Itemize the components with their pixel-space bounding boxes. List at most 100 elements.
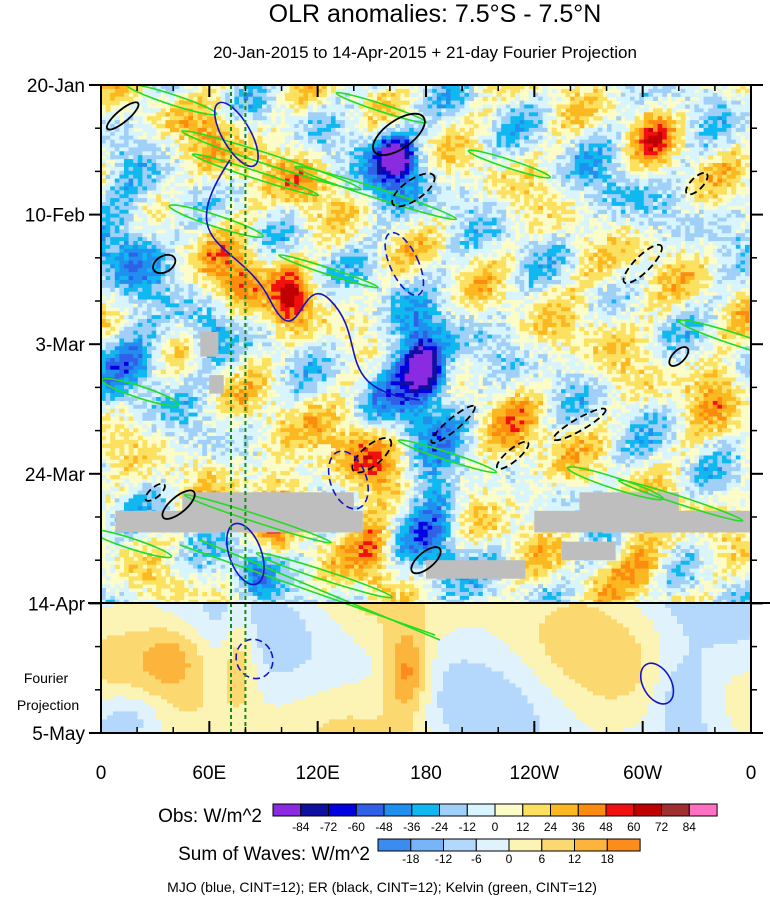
- obs-cell: [497, 233, 502, 237]
- obs-cell: [681, 194, 686, 198]
- obs-cell: [602, 147, 607, 151]
- obs-cell: [625, 116, 630, 120]
- obs-cell: [713, 171, 718, 175]
- obs-cell: [699, 229, 704, 233]
- obs-cell: [593, 89, 598, 93]
- obs-cell: [460, 163, 465, 167]
- obs-cell: [644, 93, 649, 97]
- obs-cell: [340, 124, 345, 128]
- obs-cell: [722, 136, 727, 140]
- obs-cell: [685, 233, 690, 237]
- obs-cell: [170, 241, 175, 245]
- obs-cell: [713, 128, 718, 132]
- obs-cell: [644, 183, 649, 187]
- obs-cell: [713, 229, 718, 233]
- obs-cell: [639, 186, 644, 190]
- obs-cell: [239, 105, 244, 109]
- obs-cell: [124, 163, 129, 167]
- obs-cell: [736, 105, 741, 109]
- obs-cell: [561, 237, 566, 241]
- obs-cell: [607, 198, 612, 202]
- obs-cell: [731, 147, 736, 151]
- obs-cell: [377, 229, 382, 233]
- obs-cell: [188, 105, 193, 109]
- obs-cell: [253, 124, 258, 128]
- obs-cell: [294, 124, 299, 128]
- obs-cell: [179, 229, 184, 233]
- obs-cell: [331, 218, 336, 222]
- obs-cell: [667, 202, 672, 206]
- obs-cell: [225, 93, 230, 97]
- obs-cell: [211, 206, 216, 210]
- obs-cell: [602, 245, 607, 249]
- obs-cell: [119, 151, 124, 155]
- obs-cell: [561, 124, 566, 128]
- obs-cell: [156, 241, 161, 245]
- obs-cell: [395, 144, 400, 148]
- obs-cell: [497, 206, 502, 210]
- obs-cell: [616, 206, 621, 210]
- obs-cell: [676, 194, 681, 198]
- obs-cell: [717, 163, 722, 167]
- obs-cell: [354, 159, 359, 163]
- obs-cell: [699, 163, 704, 167]
- obs-cell: [115, 253, 120, 257]
- obs-cell: [418, 229, 423, 233]
- obs-cell: [533, 116, 538, 120]
- obs-cell: [713, 194, 718, 198]
- obs-cell: [138, 151, 143, 155]
- obs-cell: [584, 140, 589, 144]
- obs-cell: [446, 93, 451, 97]
- obs-cell: [377, 140, 382, 144]
- obs-cell: [497, 237, 502, 241]
- obs-cell: [147, 147, 152, 151]
- obs-cell: [276, 147, 281, 151]
- obs-cell: [575, 171, 580, 175]
- obs-cell: [510, 136, 515, 140]
- obs-cell: [579, 151, 584, 155]
- obs-cell: [487, 167, 492, 171]
- obs-cell: [290, 210, 295, 214]
- obs-cell: [529, 253, 534, 257]
- obs-cell: [593, 206, 598, 210]
- obs-cell: [487, 136, 492, 140]
- obs-cell: [207, 183, 212, 187]
- obs-cell: [363, 140, 368, 144]
- obs-cell: [501, 132, 506, 136]
- obs-cell: [630, 218, 635, 222]
- obs-cell: [644, 202, 649, 206]
- obs-cell: [579, 101, 584, 105]
- obs-cell: [317, 128, 322, 132]
- obs-cell: [736, 89, 741, 93]
- obs-cell: [432, 132, 437, 136]
- obs-cell: [690, 105, 695, 109]
- obs-cell: [731, 175, 736, 179]
- obs-cell: [451, 116, 456, 120]
- obs-cell: [584, 97, 589, 101]
- obs-cell: [336, 198, 341, 202]
- obs-cell: [460, 190, 465, 194]
- obs-cell: [727, 214, 732, 218]
- obs-cell: [547, 249, 552, 253]
- obs-cell: [520, 120, 525, 124]
- obs-cell: [418, 249, 423, 253]
- obs-cell: [322, 124, 327, 128]
- obs-cell: [671, 120, 676, 124]
- obs-cell: [584, 175, 589, 179]
- obs-cell: [395, 155, 400, 159]
- obs-cell: [115, 222, 120, 226]
- obs-cell: [510, 190, 515, 194]
- obs-cell: [685, 225, 690, 229]
- obs-cell: [188, 261, 193, 265]
- obs-cell: [400, 124, 405, 128]
- obs-cell: [363, 93, 368, 97]
- obs-cell: [598, 257, 603, 261]
- obs-cell: [326, 151, 331, 155]
- obs-cell: [326, 128, 331, 132]
- obs-cell: [630, 237, 635, 241]
- obs-cell: [423, 151, 428, 155]
- obs-cell: [276, 206, 281, 210]
- obs-cell: [451, 136, 456, 140]
- obs-cell: [308, 214, 313, 218]
- obs-cell: [147, 89, 152, 93]
